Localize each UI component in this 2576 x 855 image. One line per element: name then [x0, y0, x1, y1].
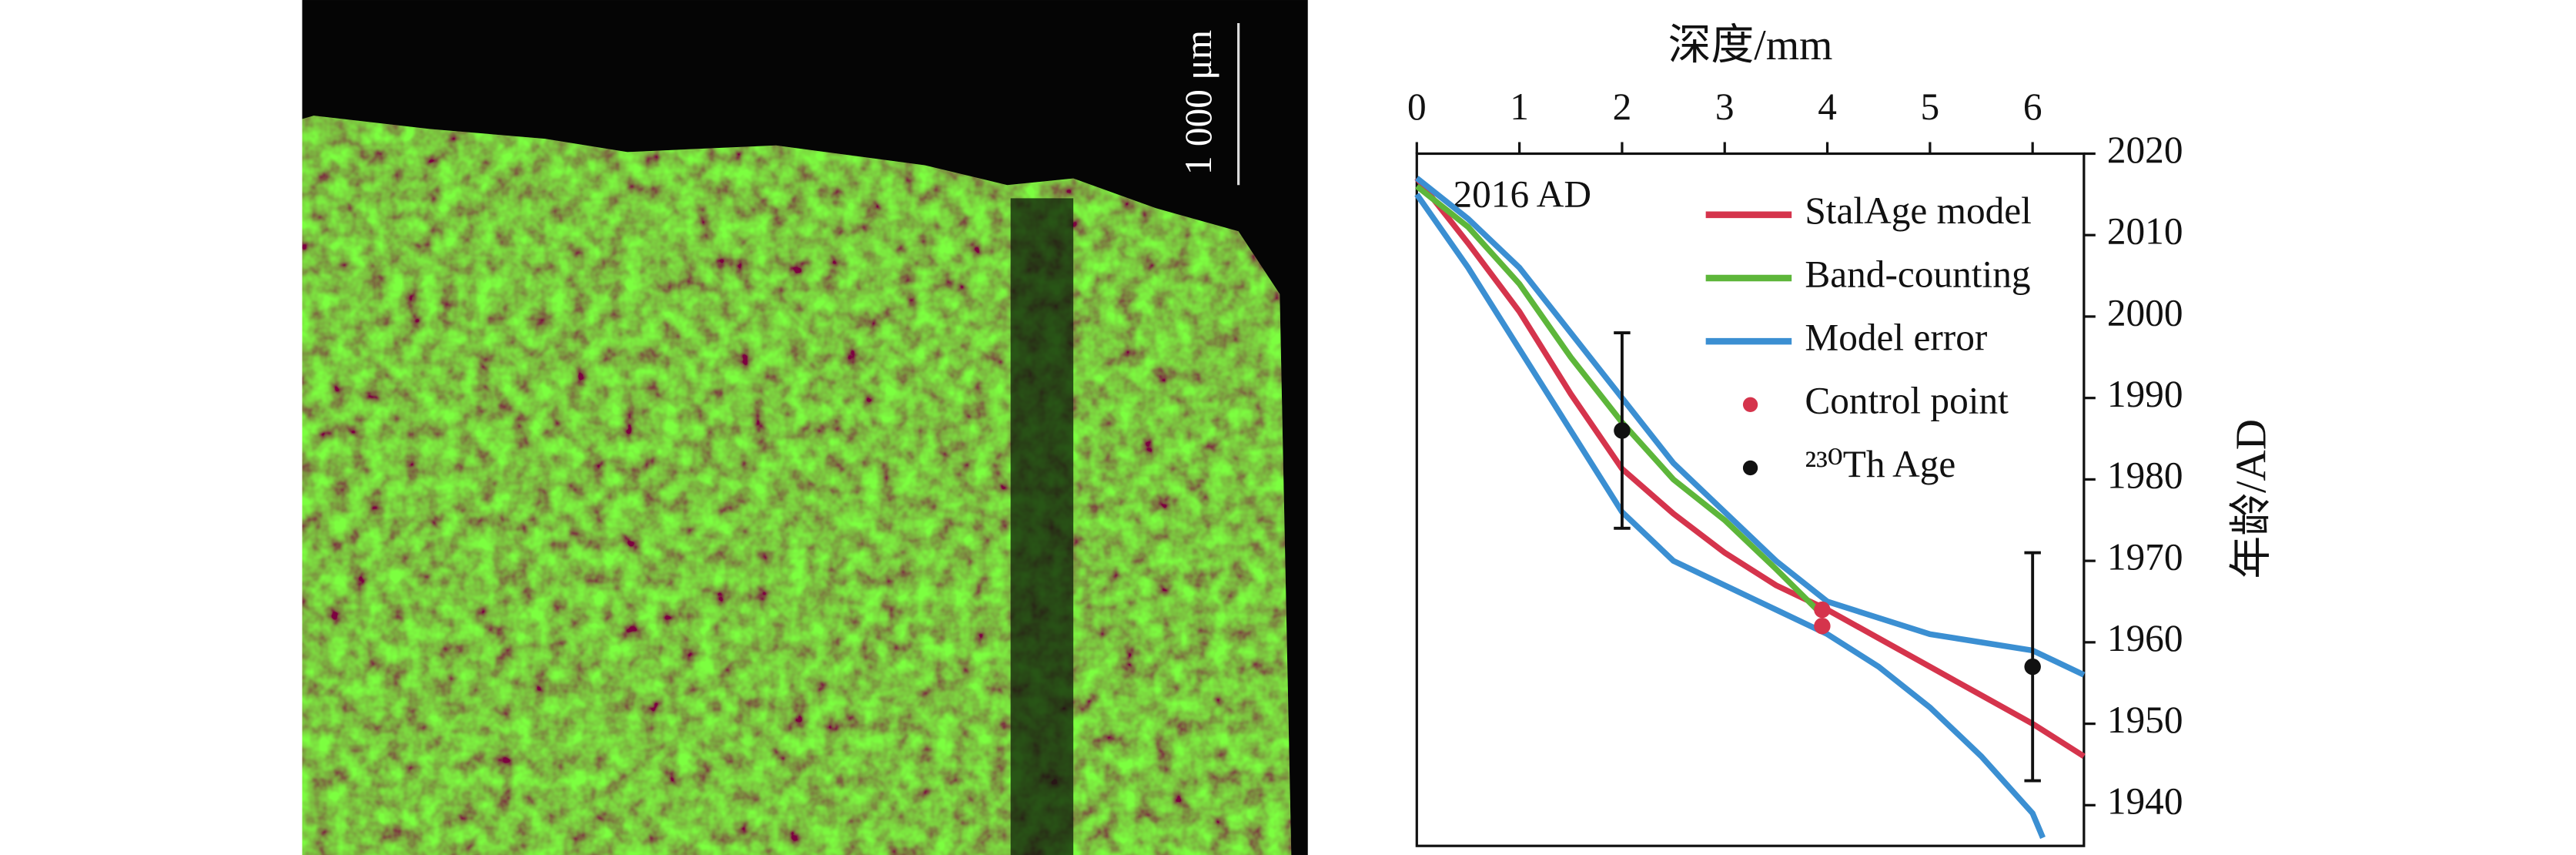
plot-frame [1415, 152, 2086, 847]
point [1814, 617, 1831, 635]
point [1614, 422, 1631, 439]
y-tick-label: 1950 [2107, 699, 2183, 741]
legend-label: Model error [1805, 316, 1987, 358]
y-tick-label: 1940 [2107, 780, 2183, 823]
series-line [1414, 176, 2086, 759]
x-tick-label: 4 [1818, 86, 1837, 128]
series-line-lower [1414, 193, 2046, 840]
point [2024, 658, 2041, 676]
x-tick-label: 2 [1613, 86, 1632, 128]
series-line [1414, 176, 2086, 678]
x-tick-label: 5 [1921, 86, 1940, 128]
x-tick-label: 6 [2023, 86, 2042, 128]
legend-label: ²³⁰Th Age [1805, 443, 1955, 485]
legend-label: StalAge model [1805, 189, 2032, 232]
x-axis-title: 深度/mm [1668, 22, 1833, 69]
y-tick-label: 1980 [2107, 454, 2183, 497]
legend-swatch [1742, 460, 1758, 476]
point [1814, 601, 1831, 619]
sample-texture [302, 116, 1292, 855]
x-tick-label: 1 [1510, 86, 1529, 128]
y-tick-label: 1990 [2107, 373, 2183, 415]
x-tick-label: 3 [1715, 86, 1735, 128]
y-tick-label: 2000 [2107, 291, 2183, 334]
chart: 0 1 2 3 4 5 6 1940 1950 1960 1970 1980 1990 2000 2010 2… [1407, 22, 2276, 847]
crack [1010, 198, 1074, 855]
annotation: 2016 AD [1453, 173, 1591, 216]
legend-label: Control point [1805, 380, 2009, 422]
y-tick-label: 2010 [2107, 210, 2183, 253]
micrograph: 1 000 μm [302, 0, 1308, 855]
legend-swatch [1742, 397, 1758, 412]
y-tick-label: 1970 [2107, 535, 2183, 578]
legend-label: Band-counting [1805, 253, 2030, 295]
y-tick-label: 2020 [2107, 129, 2183, 171]
y-axis-title: 年龄/AD [2228, 419, 2276, 579]
y-tick-label: 1960 [2107, 617, 2183, 659]
x-tick-label: 0 [1407, 86, 1427, 128]
scale-label: 1 000 μm [1177, 30, 1219, 175]
